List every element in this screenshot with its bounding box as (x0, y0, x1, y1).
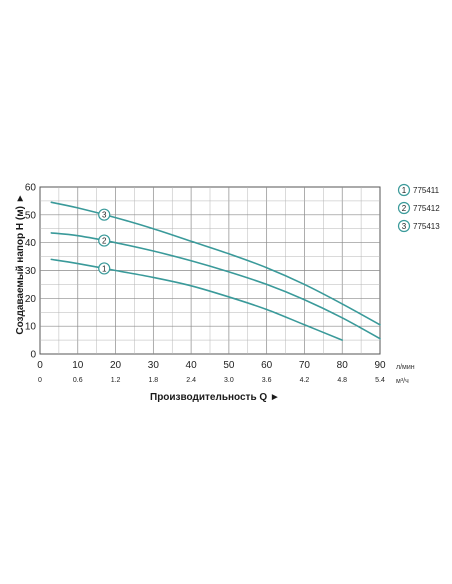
x-tick-label: 60 (261, 360, 273, 371)
curve-markers: 1 2 3 (98, 208, 111, 275)
x-axis-unit: л/мин (396, 364, 415, 371)
x2-tick-label: 0 (38, 377, 42, 384)
x2-tick-label: 5.4 (375, 377, 385, 384)
curve-marker-label: 1 (102, 264, 107, 273)
y-tick-label: 10 (25, 322, 37, 333)
series-line-2 (50, 232, 381, 340)
y-tick-label: 60 (25, 183, 37, 194)
x-axis-title: Производительность Q ► (150, 392, 280, 403)
legend-series-name: 775412 (413, 204, 440, 213)
x-tick-label: 10 (72, 360, 84, 371)
x2-tick-label: 2.4 (186, 377, 196, 384)
x2-tick-label: 0.6 (73, 377, 83, 384)
y-tick-label: 0 (30, 350, 36, 361)
legend-item-3: 3 775413 (397, 219, 440, 233)
x-tick-label: 0 (37, 360, 43, 371)
x2-tick-label: 4.8 (337, 377, 347, 384)
x2-tick-label: 3.0 (224, 377, 234, 384)
series-line-3 (50, 201, 381, 326)
legend-series-name: 775413 (413, 222, 440, 231)
legend-item-2: 2 775412 (397, 201, 440, 215)
x2-tick-label: 3.6 (262, 377, 272, 384)
x-tick-label: 80 (337, 360, 349, 371)
y-tick-label: 50 (25, 210, 37, 221)
x-tick-label: 30 (148, 360, 160, 371)
curve-marker-label: 3 (102, 211, 107, 220)
legend-marker-circle (397, 201, 411, 215)
x2-tick-label: 1.8 (148, 377, 158, 384)
legend-marker-label: 1 (402, 186, 407, 195)
curve-marker-circle (98, 234, 111, 247)
legend-marker-label: 3 (402, 222, 407, 231)
x2-tick-label: 4.2 (300, 377, 310, 384)
x-tick-label: 40 (186, 360, 198, 371)
axes: л/мин м³/ч Производительность Q ► Создав… (15, 183, 415, 404)
x-tick-label: 90 (374, 360, 386, 371)
legend-marker-label: 2 (402, 204, 407, 213)
y-axis-title: Создаваемый напор H (м) ► (15, 193, 26, 334)
y-tick-label: 20 (25, 294, 37, 305)
legend-marker-circle (397, 183, 411, 197)
curve-marker-2: 2 (98, 234, 111, 247)
curve-marker-1: 1 (98, 262, 111, 275)
curve-marker-label: 2 (102, 237, 107, 246)
curve-marker-circle (98, 262, 111, 275)
grid (39, 186, 381, 355)
series-line-1 (50, 258, 344, 341)
x-tick-label: 50 (223, 360, 235, 371)
curve-marker-circle (98, 208, 111, 221)
legend-marker-circle (397, 219, 411, 233)
y-tick-label: 30 (25, 266, 37, 277)
y-tick-label: 40 (25, 238, 37, 249)
performance-curves (50, 201, 381, 341)
x2-tick-label: 1.2 (111, 377, 121, 384)
x-tick-label: 20 (110, 360, 122, 371)
curve-marker-3: 3 (98, 208, 111, 221)
x-tick-label: 70 (299, 360, 311, 371)
legend-item-1: 1 775411 (397, 183, 440, 197)
x2-axis-unit: м³/ч (396, 378, 409, 385)
legend: 1 775411 2 775412 3 775413 (397, 183, 440, 233)
legend-series-name: 775411 (413, 186, 440, 195)
